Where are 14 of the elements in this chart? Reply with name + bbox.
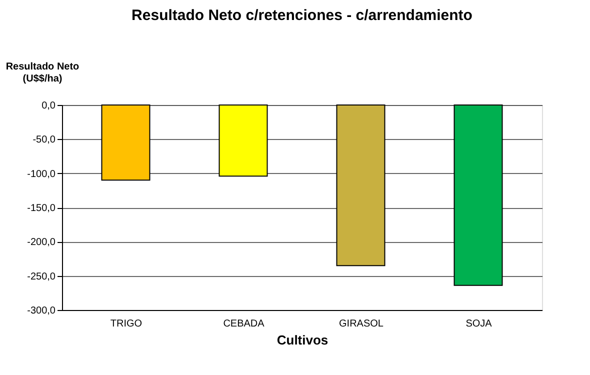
y-tick-label: -250,0 xyxy=(27,271,56,282)
x-tick-label: GIRASOL xyxy=(339,318,384,330)
y-tick-label: -150,0 xyxy=(27,203,56,214)
y-tick-label: -300,0 xyxy=(27,306,56,316)
chart-title: Resultado Neto c/retenciones - c/arrendamiento xyxy=(132,7,472,24)
y-tick-label: 0,0 xyxy=(42,100,56,112)
y-tick-label: -50,0 xyxy=(32,134,56,146)
x-tick-label: CEBADA xyxy=(223,318,265,330)
x-tick-label: SOJA xyxy=(466,318,492,330)
y-tick-label: -100,0 xyxy=(27,168,56,180)
y-axis-title: Resultado Neto (U$$/ha) xyxy=(6,62,80,84)
y-tick-label: -200,0 xyxy=(27,237,56,248)
x-tick-label: TRIGO xyxy=(110,318,142,330)
x-axis-title: Cultivos xyxy=(276,332,328,348)
